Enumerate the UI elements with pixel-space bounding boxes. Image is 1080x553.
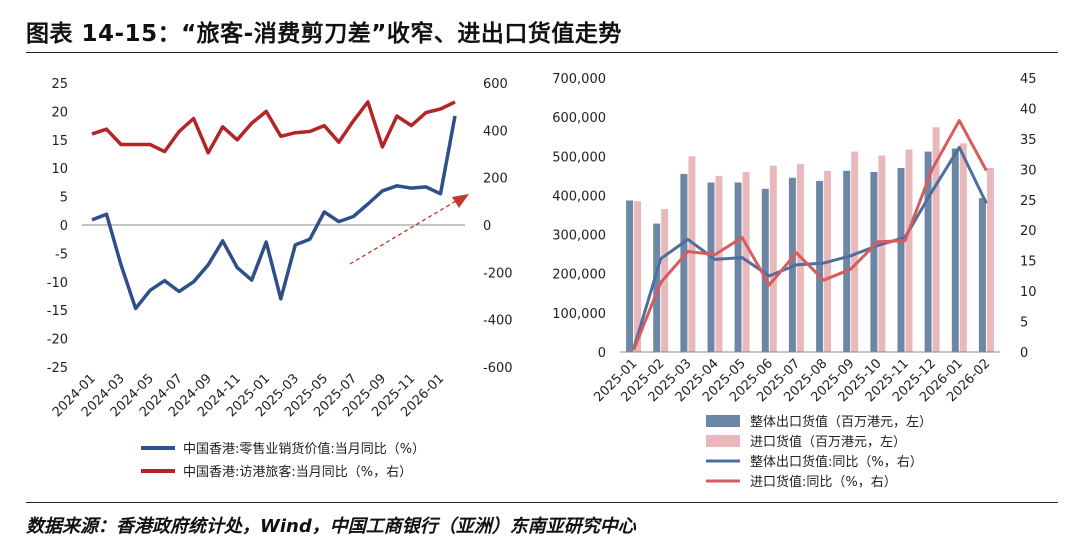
bar-import-value [878, 155, 886, 352]
y-left-tick-label: 20 [51, 105, 68, 120]
y-right-tick-label: 40 [1020, 102, 1037, 117]
bar-import-value [715, 175, 723, 352]
bar-export-value [761, 188, 769, 352]
y-left-tick-label: 500,000 [552, 150, 606, 165]
bar-import-value [851, 151, 859, 352]
y-left-tick-label: 0 [60, 219, 68, 234]
y-left-tick-label: 700,000 [552, 72, 606, 87]
series-line-visitors [91, 100, 456, 155]
series-line-export-yoy [632, 145, 988, 350]
series-line-retail [91, 115, 457, 311]
y-right-tick-label: 0 [483, 219, 491, 234]
y-right-tick-label: 5 [1020, 316, 1028, 331]
y-right-tick-label: 30 [1020, 163, 1037, 178]
y-left-tick-label: 600,000 [552, 111, 606, 126]
legend-swatch [706, 435, 740, 447]
bar-export-value [870, 171, 878, 352]
y-left-tick-label: -10 [47, 276, 68, 291]
bar-import-value [932, 127, 940, 352]
bar-export-value [707, 182, 715, 352]
y-right-tick-label: 25 [1020, 194, 1037, 209]
bar-export-value [626, 200, 634, 352]
y-right-tick-label: 600 [483, 77, 508, 92]
legend-label: 中国香港:零售业销货价值:当月同比（%） [183, 441, 425, 457]
source-note: 数据来源：香港政府统计处，Wind，中国工商银行（亚洲）东南亚研究中心 [26, 516, 636, 537]
bar-import-value [634, 201, 642, 352]
bar-export-value [978, 198, 986, 352]
y-left-tick-label: 400,000 [552, 189, 606, 204]
y-right-tick-label: 400 [483, 124, 508, 139]
y-left-tick-label: 5 [60, 191, 68, 206]
bar-import-value [986, 168, 994, 352]
bar-export-value [843, 170, 851, 352]
legend-swatch [706, 415, 740, 427]
y-right-tick-label: 200 [483, 172, 508, 187]
y-right-tick-label: 0 [1020, 346, 1028, 361]
y-left-tick-label: -20 [47, 333, 68, 348]
bar-import-value [661, 209, 669, 352]
y-right-tick-label: 45 [1020, 72, 1037, 87]
bar-import-value [769, 165, 777, 352]
y-right-tick-label: -400 [483, 314, 513, 329]
y-right-tick-label: 10 [1020, 285, 1037, 300]
y-left-tick-label: -5 [55, 247, 68, 262]
legend-label: 进口货值（百万港元，左） [750, 434, 906, 450]
y-left-tick-label: 25 [51, 77, 68, 92]
chart-left: 25 20 15 10 5 0 -5 -10 -15 -20 -25 600 400 200 0 -200 -4… [47, 77, 513, 480]
page-title: 图表 14-15：“旅客-消费剪刀差”收窄、进出口货值走势 [26, 21, 622, 47]
y-left-tick-label: 15 [51, 134, 68, 149]
y-right-tick-label: 35 [1020, 133, 1037, 148]
y-right-tick-label: 15 [1020, 255, 1037, 270]
bar-export-value [734, 182, 742, 352]
legend-label: 整体出口货值（百万港元，左） [750, 414, 932, 430]
y-left-tick-label: 100,000 [552, 307, 606, 322]
chart-right: 700,000 600,000 500,000 400,000 300,000 200,0… [552, 72, 1037, 490]
legend-label: 整体出口货值:同比（%，右） [750, 454, 923, 470]
legend-label: 中国香港:访港旅客:当月同比（%，右） [183, 464, 412, 480]
y-left-tick-label: 10 [51, 162, 68, 177]
y-left-tick-label: 200,000 [552, 268, 606, 283]
legend-label: 进口货值:同比（%，右） [750, 474, 897, 490]
y-left-tick-label: -25 [47, 361, 68, 376]
y-left-tick-label: -15 [47, 304, 68, 319]
y-right-tick-label: 20 [1020, 224, 1037, 239]
bar-export-value [653, 223, 661, 352]
bar-import-value [905, 149, 913, 352]
y-left-tick-label: 0 [598, 346, 606, 361]
bar-import-value [688, 156, 696, 352]
series-line-import-yoy [632, 119, 988, 351]
y-left-tick-label: 300,000 [552, 229, 606, 244]
bar-export-value [680, 173, 688, 352]
y-right-tick-label: -600 [483, 361, 513, 376]
bar-import-value [959, 143, 967, 352]
bar-export-value [924, 151, 932, 352]
bar-export-value [951, 148, 959, 352]
trend-arrow-head [452, 194, 469, 208]
bar-export-value [788, 177, 796, 352]
source-rule [26, 502, 1058, 503]
title-rule [26, 52, 1058, 53]
bar-export-value [816, 180, 824, 352]
y-right-tick-label: -200 [483, 266, 513, 281]
bar-export-value [897, 168, 905, 352]
